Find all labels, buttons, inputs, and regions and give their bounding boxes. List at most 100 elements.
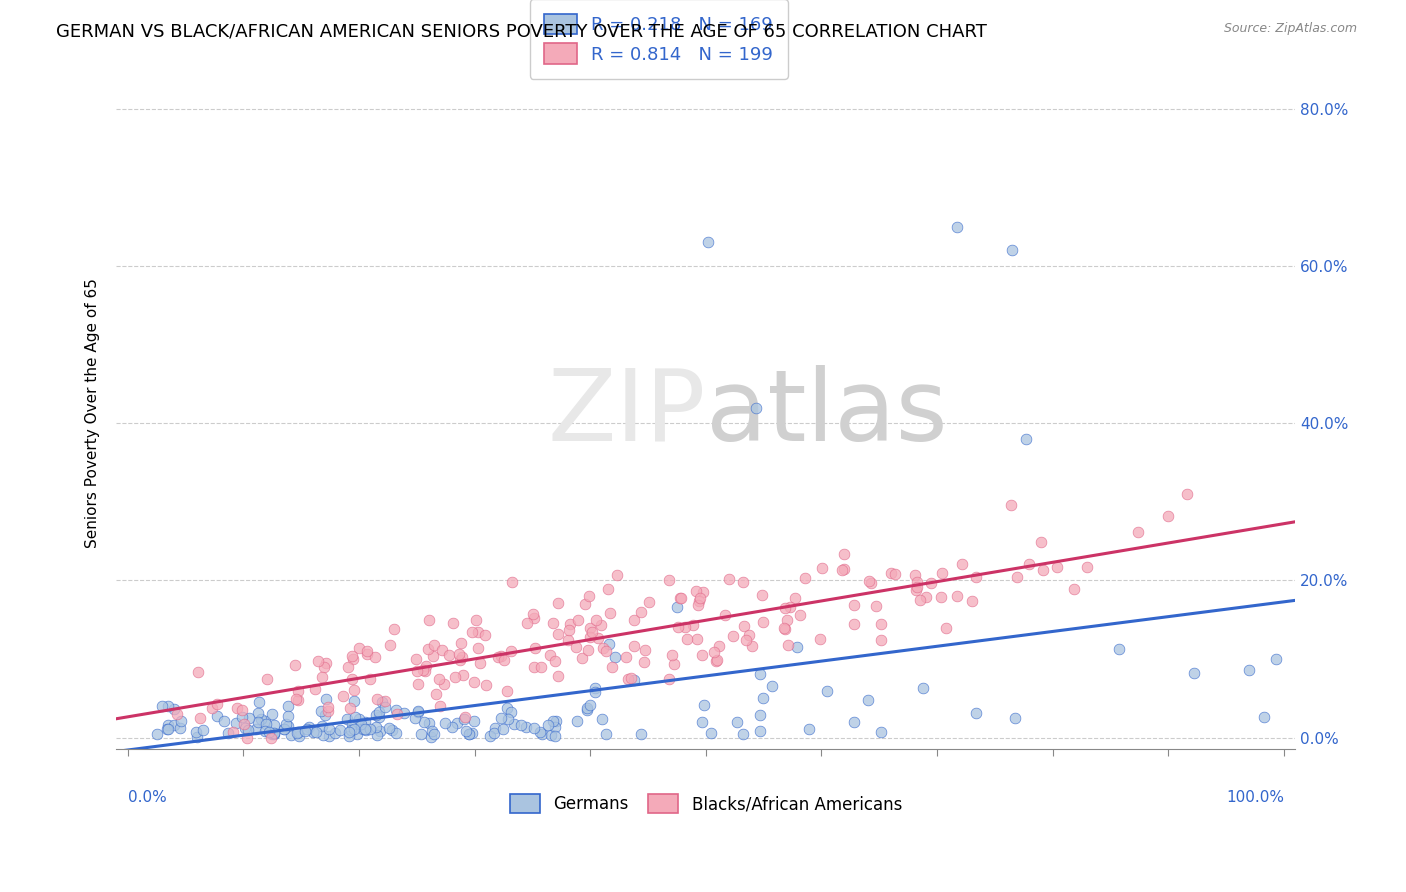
Point xyxy=(297,722,319,736)
Point xyxy=(347,712,370,726)
Point xyxy=(302,724,325,739)
Point xyxy=(425,687,447,701)
Point xyxy=(287,693,309,707)
Point xyxy=(463,714,485,729)
Point xyxy=(858,574,880,589)
Point xyxy=(860,576,883,591)
Point xyxy=(285,725,308,739)
Point xyxy=(1015,432,1038,446)
Point xyxy=(247,715,270,730)
Point xyxy=(156,722,179,736)
Point xyxy=(1156,508,1178,523)
Point xyxy=(482,725,505,739)
Point xyxy=(371,695,394,709)
Point xyxy=(578,621,600,635)
Point xyxy=(315,691,337,706)
Point xyxy=(544,654,567,668)
Point xyxy=(752,615,775,629)
Point xyxy=(253,724,276,739)
Point xyxy=(461,725,484,739)
Point xyxy=(486,649,509,664)
Point xyxy=(284,658,307,673)
Point xyxy=(665,599,688,614)
Point xyxy=(467,624,489,639)
Point xyxy=(312,728,335,742)
Point xyxy=(429,698,451,713)
Point xyxy=(163,718,186,732)
Text: Source: ZipAtlas.com: Source: ZipAtlas.com xyxy=(1223,22,1357,36)
Point xyxy=(1175,487,1198,501)
Point xyxy=(422,724,444,739)
Point xyxy=(586,631,609,645)
Point xyxy=(316,700,339,714)
Point xyxy=(501,705,523,719)
Point xyxy=(914,590,936,604)
Point xyxy=(464,614,486,628)
Point xyxy=(524,641,547,656)
Point xyxy=(404,711,426,725)
Point xyxy=(738,628,761,642)
Point xyxy=(457,726,479,740)
Point xyxy=(186,730,208,744)
Point xyxy=(156,698,179,713)
Point xyxy=(581,625,603,640)
Point xyxy=(531,726,554,740)
Point xyxy=(225,716,247,731)
Point xyxy=(1018,558,1040,572)
Point xyxy=(1076,559,1098,574)
Point xyxy=(675,632,697,646)
Point xyxy=(415,658,437,673)
Point xyxy=(384,703,406,717)
Point xyxy=(314,707,336,722)
Point xyxy=(374,694,396,708)
Point xyxy=(359,672,381,686)
Point xyxy=(246,706,269,720)
Point xyxy=(413,714,436,729)
Point xyxy=(394,706,416,721)
Point xyxy=(406,706,429,720)
Point xyxy=(544,720,567,734)
Point xyxy=(935,621,957,635)
Point xyxy=(336,713,359,727)
Point xyxy=(340,649,363,664)
Point xyxy=(633,655,655,669)
Point xyxy=(339,700,361,714)
Point xyxy=(530,660,553,674)
Point xyxy=(205,708,228,723)
Point xyxy=(576,703,599,717)
Point xyxy=(162,702,184,716)
Point xyxy=(364,720,387,734)
Point xyxy=(467,640,489,655)
Point xyxy=(250,712,273,726)
Point xyxy=(1007,569,1029,583)
Point xyxy=(263,726,285,740)
Point xyxy=(409,727,432,741)
Point xyxy=(489,710,512,724)
Point xyxy=(749,724,772,739)
Point xyxy=(842,617,865,632)
Point xyxy=(905,574,928,589)
Point xyxy=(354,722,377,736)
Point xyxy=(544,714,567,728)
Point xyxy=(205,697,228,711)
Point xyxy=(911,681,934,695)
Point xyxy=(316,704,339,718)
Point xyxy=(169,722,191,736)
Point xyxy=(815,683,838,698)
Point xyxy=(799,722,821,736)
Point xyxy=(288,729,311,743)
Point xyxy=(689,591,711,605)
Point xyxy=(690,648,713,662)
Point xyxy=(277,719,299,733)
Point xyxy=(931,566,953,581)
Point xyxy=(366,691,388,706)
Point xyxy=(523,721,546,735)
Point xyxy=(776,613,799,627)
Point xyxy=(576,643,599,657)
Point xyxy=(315,657,337,671)
Point xyxy=(589,618,612,632)
Point xyxy=(263,718,285,732)
Point xyxy=(965,706,987,720)
Point xyxy=(453,710,475,724)
Point xyxy=(538,648,561,662)
